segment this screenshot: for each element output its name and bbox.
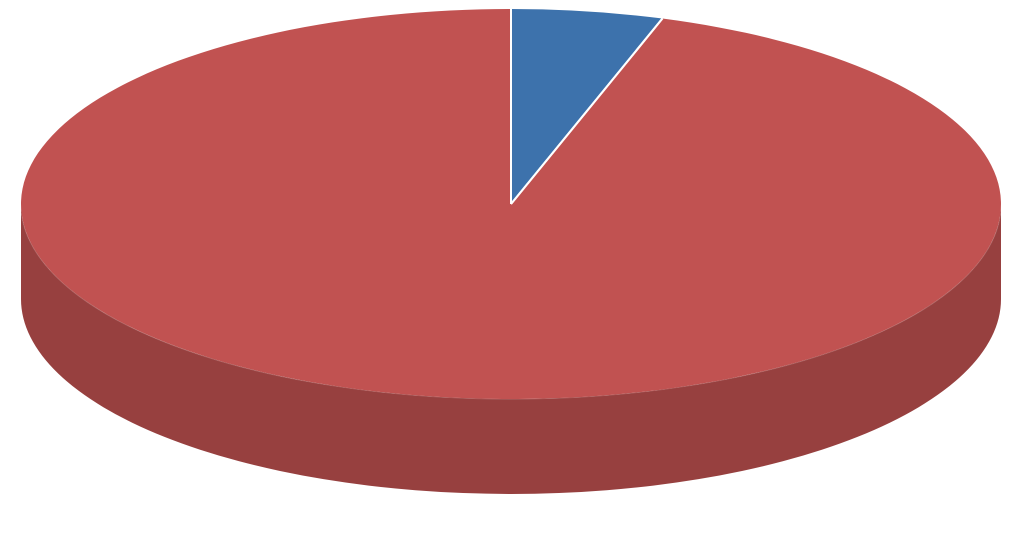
pie-svg [0,0,1023,541]
pie-chart-3d [0,0,1023,541]
